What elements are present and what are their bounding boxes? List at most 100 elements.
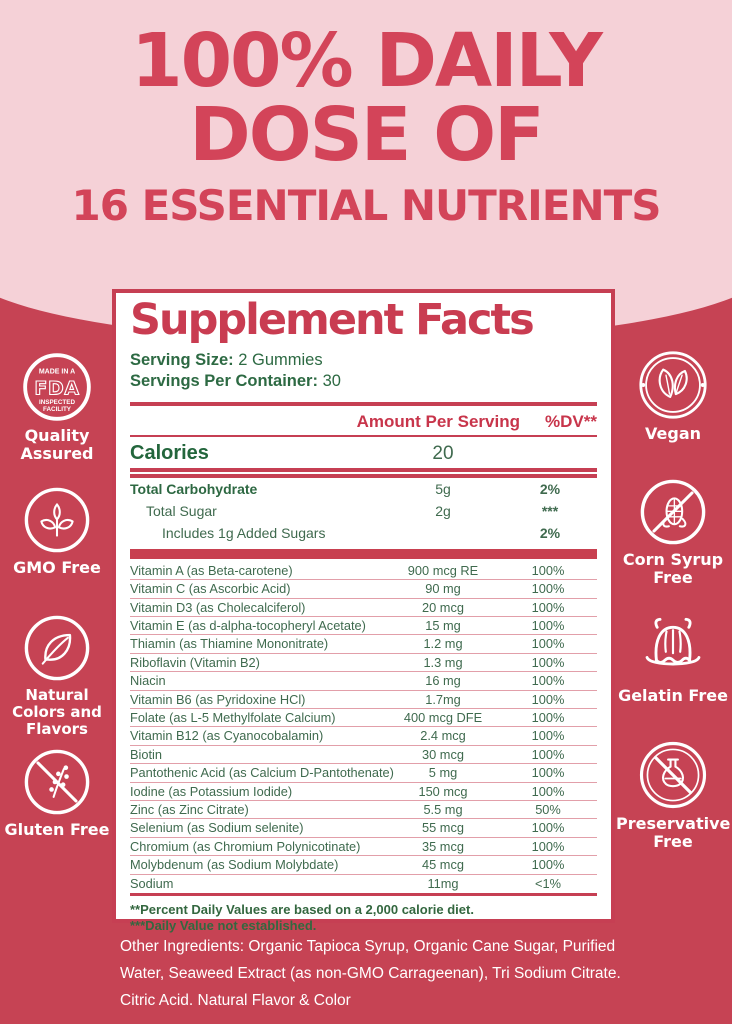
ingredients-line: Water, Seaweed Extract (as non-GMO Carra… [120,965,621,982]
nutrient-name: Vitamin B12 (as Cyanocobalamin) [130,728,324,744]
badge-label: Preservative Free [616,814,731,852]
badge-label: GMO Free [13,558,101,577]
nutrient-amount: 20 mcg [422,599,464,615]
amount-column-header: Amount Per Serving [356,411,520,431]
badge-gelatin-free: Gelatin Free [616,610,730,705]
badge-label: Quality Assured [20,426,94,464]
nutrient-amount: 55 mcg [422,820,464,836]
hero-title-line1: 100% DAILY [131,18,603,104]
svg-text:FACILITY: FACILITY [43,406,72,413]
nutrient-dv: 100% [531,654,565,670]
nutrient-row: Chromium (as Chromium Polynicotinate) 35… [130,836,597,855]
ingredients-line: Citric Acid. Natural Flavor & Color [120,992,351,1009]
servings-value: 30 [322,371,341,390]
nutrient-row: Folate (as L-5 Methylfolate Calcium) 400… [130,707,597,726]
badge-preservative-free: Preservative Free [616,740,730,851]
nutrient-dv: 100% [531,562,565,578]
nutrient-amount: 30 mcg [422,746,464,762]
macro-row: Total Sugar 2g *** [130,500,597,522]
nutrient-dv: 100% [531,636,565,652]
badge-label: Gelatin Free [618,686,728,705]
footnote-line: **Percent Daily Values are based on a 2,… [130,901,474,917]
nutrient-row: Vitamin E (as d-alpha-tocopheryl Acetate… [130,616,597,634]
nutrient-amount: 11mg [427,875,459,891]
nutrient-row: Sodium 11mg <1% [130,873,597,892]
nutrient-dv: 100% [531,709,565,725]
serving-size-value: 2 Gummies [238,350,323,369]
no-flask-icon [639,741,707,809]
nutrient-dv: 100% [531,783,565,799]
ingredients-line: Other Ingredients: Organic Tapioca Syrup… [120,938,616,955]
nutrient-row: Vitamin A (as Beta-carotene) 900 mcg RE … [130,562,597,579]
nutrient-rows: Vitamin A (as Beta-carotene) 900 mcg RE … [130,562,597,892]
nutrient-name: Selenium (as Sodium selenite) [130,820,304,836]
footnotes: **Percent Daily Values are based on a 2,… [130,902,597,935]
nutrient-name: Folate (as L-5 Methylfolate Calcium) [130,709,336,725]
nutrient-name: Riboflavin (Vitamin B2) [130,654,260,670]
nutrient-dv: 100% [531,728,565,744]
nutrient-name: Molybdenum (as Sodium Molybdate) [130,857,339,873]
nutrient-name: Chromium (as Chromium Polynicotinate) [130,838,361,854]
nutrient-dv: 100% [531,746,565,762]
badge-vegan: Vegan [616,350,730,443]
divider-footnote [130,892,597,896]
nutrient-name: Vitamin C (as Ascorbic Acid) [130,581,291,597]
badge-natural-colors: Natural Colors and Flavors [2,614,112,738]
divider-thick [130,401,597,406]
badge-label: Gluten Free [4,820,110,839]
badge-corn-syrup-free: Corn Syrup Free [616,478,730,587]
macro-row: Total Carbohydrate 5g 2% [130,478,597,500]
hero-header: 100% DAILY DOSE OF 16 ESSENTIAL NUTRIENT… [0,24,732,228]
serving-size-label: Serving Size: [130,350,234,369]
serving-size-row: Serving Size: 2 Gummies [130,350,597,371]
badge-gmo-free: GMO Free [2,486,112,577]
nutrient-dv: 100% [531,857,565,873]
nutrient-row: Vitamin B6 (as Pyridoxine HCl) 1.7mg 100… [130,689,597,708]
nutrient-name: Thiamin (as Thiamine Mononitrate) [130,636,329,652]
nutrient-amount: 400 mcg DFE [403,709,483,725]
leaf-icon [24,615,90,681]
nutrient-dv: 100% [531,820,565,836]
nutrient-row: Biotin 30 mcg 100% [130,744,597,763]
nutrient-row: Pantothenic Acid (as Calcium D-Pantothen… [130,763,597,781]
nutrient-amount: 2g [435,502,451,519]
nutrient-amount: 90 mg [425,581,461,597]
badge-quality-assured: MADE IN A FDA INSPECTED FACILITY Quality… [2,352,112,463]
nutrient-row: Selenium (as Sodium selenite) 55 mcg 100… [130,818,597,836]
footnote-line: ***Daily Value not established. [130,918,317,934]
other-ingredients: Other Ingredients: Organic Tapioca Syrup… [120,933,680,1014]
nutrient-row: Riboflavin (Vitamin B2) 1.3 mg 100% [130,652,597,671]
nutrient-dv: 100% [531,599,565,615]
servings-per-container-row: Servings Per Container: 30 [130,371,597,392]
badge-label: Vegan [645,424,701,443]
svg-text:FDA: FDA [34,378,79,400]
no-corn-icon [640,479,706,545]
badge-gluten-free: Gluten Free [2,748,112,839]
no-gluten-icon [24,749,90,815]
nutrient-row: Vitamin D3 (as Cholecalciferol) 20 mcg 1… [130,597,597,616]
nutrient-amount: 16 mg [425,673,461,689]
columns-header: Amount Per Serving %DV** [130,406,597,435]
nutrient-dv: 100% [531,838,565,854]
nutrient-row: Zinc (as Zinc Citrate) 5.5 mg 50% [130,799,597,818]
nutrient-row: Molybdenum (as Sodium Molybdate) 45 mcg … [130,855,597,873]
nutrient-amount: 5.5 mg [423,801,463,817]
nutrient-dv: *** [541,502,559,519]
nutrient-name: Zinc (as Zinc Citrate) [130,801,249,817]
nutrient-amount: 5 mg [428,765,458,781]
nutrient-dv: 100% [531,581,565,597]
hero-subtitle: 16 ESSENTIAL NUTRIENTS [71,181,662,230]
nutrient-name: Vitamin A (as Beta-carotene) [130,562,293,578]
nutrient-dv: 2% [539,480,561,497]
nutrient-name: Iodine (as Potassium Iodide) [130,783,293,799]
nutrient-row: Thiamin (as Thiamine Mononitrate) 1.2 mg… [130,634,597,652]
dv-column-header: %DV** [545,411,597,431]
badge-label: Natural Colors and Flavors [12,686,102,739]
nutrient-amount: 1.7mg [425,691,461,707]
calories-row: Calories 20 [130,437,597,468]
svg-text:MADE IN A: MADE IN A [39,369,75,376]
nutrient-amount: 45 mcg [422,857,464,873]
nutrient-name: Niacin [130,673,166,689]
vegan-leaves-icon [639,351,707,419]
divider-double [130,471,597,478]
